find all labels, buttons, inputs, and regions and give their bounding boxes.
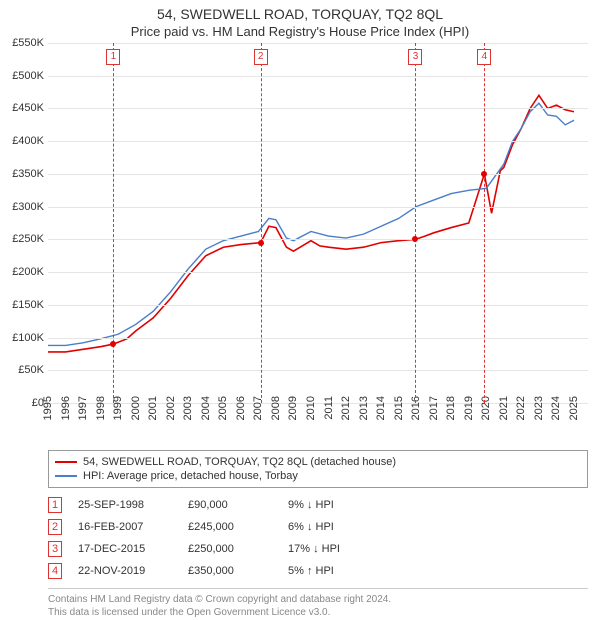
sales-row-diff: 5% ↑ HPI [288, 565, 378, 577]
x-axis-label: 2020 [480, 396, 492, 420]
y-axis-label: £450K [0, 102, 44, 114]
y-axis-label: £150K [0, 299, 44, 311]
x-axis-label: 2004 [200, 396, 212, 420]
x-axis-label: 2009 [287, 396, 299, 420]
sale-marker-box: 4 [477, 49, 491, 65]
sales-row: 4 22-NOV-2019£350,0005% ↑ HPI [48, 560, 588, 582]
footer-line-1: Contains HM Land Registry data © Crown c… [48, 593, 588, 606]
legend-label: 54, SWEDWELL ROAD, TORQUAY, TQ2 8QL (det… [83, 456, 396, 468]
x-axis-label: 2005 [217, 396, 229, 420]
sales-row-diff: 6% ↓ HPI [288, 521, 378, 533]
sales-row-date: 22-NOV-2019 [78, 565, 188, 577]
sales-row-date: 17-DEC-2015 [78, 543, 188, 555]
y-axis-label: £550K [0, 37, 44, 49]
x-axis-label: 2011 [323, 396, 335, 420]
sales-row-diff: 17% ↓ HPI [288, 543, 378, 555]
y-axis-label: £0 [0, 397, 44, 409]
legend: 54, SWEDWELL ROAD, TORQUAY, TQ2 8QL (det… [48, 450, 588, 488]
y-axis-label: £50K [0, 364, 44, 376]
x-axis-label: 2007 [252, 396, 264, 420]
x-axis-label: 2001 [147, 396, 159, 420]
legend-label: HPI: Average price, detached house, Torb… [83, 470, 298, 482]
x-axis-label: 2024 [550, 396, 562, 420]
x-axis-label: 2015 [393, 396, 405, 420]
sales-row-price: £245,000 [188, 521, 288, 533]
y-axis-label: £300K [0, 201, 44, 213]
y-axis-label: £200K [0, 266, 44, 278]
sales-row-diff: 9% ↓ HPI [288, 499, 378, 511]
sale-marker-box: 1 [106, 49, 120, 65]
legend-row: 54, SWEDWELL ROAD, TORQUAY, TQ2 8QL (det… [55, 455, 581, 469]
sale-marker-box: 2 [254, 49, 268, 65]
sale-marker-dot [412, 236, 418, 242]
x-axis-label: 2023 [533, 396, 545, 420]
x-axis-label: 1998 [95, 396, 107, 420]
x-axis-label: 2013 [358, 396, 370, 420]
x-axis-label: 1997 [77, 396, 89, 420]
x-axis-label: 2025 [568, 396, 580, 420]
sales-row-price: £250,000 [188, 543, 288, 555]
sales-table: 125-SEP-1998£90,0009% ↓ HPI216-FEB-2007£… [48, 494, 588, 582]
legend-swatch [55, 475, 77, 477]
sales-row-marker: 2 [48, 519, 62, 535]
x-axis-label: 2003 [182, 396, 194, 420]
sales-row-date: 16-FEB-2007 [78, 521, 188, 533]
sales-row: 2 16-FEB-2007£245,0006% ↓ HPI [48, 516, 588, 538]
x-axis-label: 2018 [445, 396, 457, 420]
sales-row-marker: 4 [48, 563, 62, 579]
x-axis-label: 2014 [375, 396, 387, 420]
footer-line-2: This data is licensed under the Open Gov… [48, 606, 588, 619]
sales-row: 1 25-SEP-1998£90,0009% ↓ HPI [48, 494, 588, 516]
y-axis-label: £350K [0, 168, 44, 180]
legend-swatch [55, 461, 77, 463]
chart-svg [48, 43, 588, 403]
x-axis-label: 2017 [428, 396, 440, 420]
sales-row-date: 25-SEP-1998 [78, 499, 188, 511]
sales-row-marker: 3 [48, 541, 62, 557]
chart-container: 54, SWEDWELL ROAD, TORQUAY, TQ2 8QL Pric… [0, 0, 600, 620]
x-axis-label: 2010 [305, 396, 317, 420]
chart-title: 54, SWEDWELL ROAD, TORQUAY, TQ2 8QL [0, 0, 600, 22]
legend-row: HPI: Average price, detached house, Torb… [55, 469, 581, 483]
series-line [48, 103, 574, 345]
footer: Contains HM Land Registry data © Crown c… [48, 588, 588, 619]
x-axis-label: 2012 [340, 396, 352, 420]
sale-marker-dot [258, 240, 264, 246]
sale-marker-box: 3 [408, 49, 422, 65]
x-axis-label: 2008 [270, 396, 282, 420]
chart-plot-area: £0£50K£100K£150K£200K£250K£300K£350K£400… [48, 43, 588, 404]
x-axis-label: 2022 [515, 396, 527, 420]
y-axis-label: £500K [0, 70, 44, 82]
x-axis-label: 2006 [235, 396, 247, 420]
y-axis-label: £400K [0, 135, 44, 147]
x-axis-label: 2002 [165, 396, 177, 420]
sale-marker-dot [481, 171, 487, 177]
sale-marker-dot [110, 341, 116, 347]
y-axis-label: £250K [0, 233, 44, 245]
series-line [48, 95, 574, 352]
x-axis-label: 1995 [42, 396, 54, 420]
x-axis-label: 2019 [463, 396, 475, 420]
x-axis-label: 1996 [60, 396, 72, 420]
sales-row: 3 17-DEC-2015£250,00017% ↓ HPI [48, 538, 588, 560]
sales-row-marker: 1 [48, 497, 62, 513]
y-axis-label: £100K [0, 332, 44, 344]
chart-subtitle: Price paid vs. HM Land Registry's House … [0, 22, 600, 43]
x-axis-label: 2000 [130, 396, 142, 420]
sales-row-price: £90,000 [188, 499, 288, 511]
x-axis-label: 2021 [498, 396, 510, 420]
sales-row-price: £350,000 [188, 565, 288, 577]
